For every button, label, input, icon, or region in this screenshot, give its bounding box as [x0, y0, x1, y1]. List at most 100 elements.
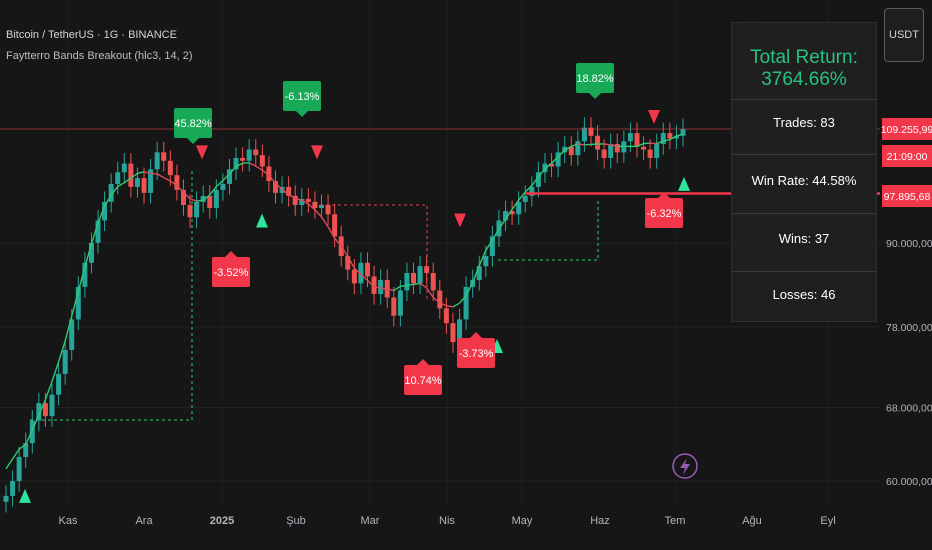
- band-segment: [432, 296, 441, 304]
- candle-body: [200, 195, 206, 202]
- band-segment: [446, 305, 454, 308]
- band-segment: [31, 414, 40, 431]
- candle-body: [483, 256, 489, 267]
- band-segment: [182, 191, 191, 200]
- band-segment: [406, 283, 414, 287]
- trade-label-pointer: [296, 111, 308, 117]
- band-segment: [295, 197, 302, 201]
- band-segment: [176, 185, 184, 193]
- candle-body: [535, 172, 541, 187]
- candle-body: [522, 195, 528, 202]
- candle-body: [56, 373, 62, 395]
- win-rate: Win Rate: 44.58%: [751, 173, 857, 188]
- candle-body: [82, 262, 88, 287]
- band-segment: [452, 302, 460, 308]
- band-segment: [604, 143, 611, 146]
- candle-body: [88, 242, 94, 263]
- price-label-text: 21:09:00: [887, 151, 928, 163]
- candle-body: [194, 201, 200, 218]
- band-segment: [360, 273, 368, 281]
- band-segment: [38, 399, 47, 416]
- currency-button[interactable]: USDT: [884, 8, 924, 62]
- band-segment: [84, 243, 93, 268]
- band-segment: [110, 186, 119, 196]
- candle-body: [450, 323, 456, 343]
- indicator-title[interactable]: Faytterro Bands Breakout (hlc3, 14, 2): [6, 50, 193, 62]
- candle-body: [404, 272, 410, 291]
- band-segment: [320, 216, 329, 228]
- candle-body: [443, 308, 449, 324]
- candle-body: [595, 135, 601, 150]
- price-label: 21:09:00: [882, 145, 932, 167]
- band-segment: [472, 265, 480, 284]
- lightning-icon-bolt: [680, 458, 690, 475]
- band-segment: [64, 316, 73, 342]
- candle-body: [305, 198, 311, 202]
- band-segment: [544, 162, 553, 170]
- trade-label: 10.74%: [404, 359, 442, 395]
- band-segment: [25, 429, 33, 445]
- stats-panel: Total Return: 3764.66% Trades: 83 Win Ra…: [731, 22, 877, 322]
- band-segment: [498, 218, 507, 230]
- candle-body: [647, 149, 653, 158]
- candle-body: [299, 198, 305, 205]
- band-segment: [261, 169, 270, 176]
- candle-body: [108, 183, 114, 202]
- band-segment: [426, 287, 434, 298]
- trade-label: -6.13%: [283, 81, 321, 117]
- y-tick-label: 90.000,00: [886, 238, 932, 250]
- trade-label-box: [212, 257, 250, 287]
- candle-body: [154, 152, 160, 170]
- trade-label-box: [457, 338, 495, 368]
- candle-body: [174, 175, 180, 190]
- trade-label: 45.82%: [174, 108, 212, 144]
- candle-body: [627, 133, 633, 142]
- band-segment: [97, 205, 106, 224]
- trade-label-box: [645, 198, 683, 228]
- candle-body: [634, 133, 640, 147]
- candle-body: [516, 201, 522, 215]
- trade-labels: 45.82% -6.13% 18.82% -3.52% 10.74% -3.73% -6.3…: [174, 63, 683, 395]
- candle-body: [430, 272, 436, 291]
- candle-body: [233, 157, 239, 170]
- x-tick-label: Nis: [439, 515, 455, 527]
- band-segment: [491, 228, 500, 241]
- candle-body: [95, 220, 101, 243]
- candle-body: [42, 403, 48, 417]
- candle-body: [509, 211, 515, 215]
- candle-body: [365, 262, 371, 277]
- trade-label-pointer: [589, 93, 601, 99]
- lightning-icon: [672, 453, 698, 479]
- band-segment: [531, 176, 539, 187]
- price-label-box: [882, 185, 932, 207]
- trade-label-text: 10.74%: [404, 375, 442, 387]
- price-label: 109.255,99: [881, 118, 932, 140]
- candle-body: [187, 204, 193, 218]
- band-segment: [44, 381, 53, 400]
- x-tick-label: 2025: [210, 515, 234, 527]
- buy-signal-triangle: [678, 176, 690, 191]
- candle-body: [213, 189, 219, 209]
- candle-body: [457, 319, 463, 343]
- candle-body: [489, 236, 495, 257]
- band-segment: [163, 177, 171, 182]
- band-segment: [353, 267, 362, 275]
- band-segment: [57, 340, 66, 363]
- candle-body: [134, 178, 140, 187]
- candle-body: [358, 262, 364, 284]
- candle-body: [503, 211, 509, 221]
- band-segment: [610, 144, 618, 148]
- price-label-box: [882, 118, 932, 140]
- candle-body: [529, 186, 535, 196]
- band-segment: [202, 194, 211, 201]
- price-label-box: [882, 145, 932, 167]
- wins-count: Wins: 37: [778, 231, 830, 246]
- band-segment: [340, 245, 349, 257]
- band-segment: [478, 250, 487, 266]
- candle-body: [23, 443, 29, 458]
- candle-body: [673, 135, 679, 139]
- candle-body: [581, 127, 587, 142]
- candle-body: [272, 180, 278, 193]
- candle-body: [411, 272, 417, 284]
